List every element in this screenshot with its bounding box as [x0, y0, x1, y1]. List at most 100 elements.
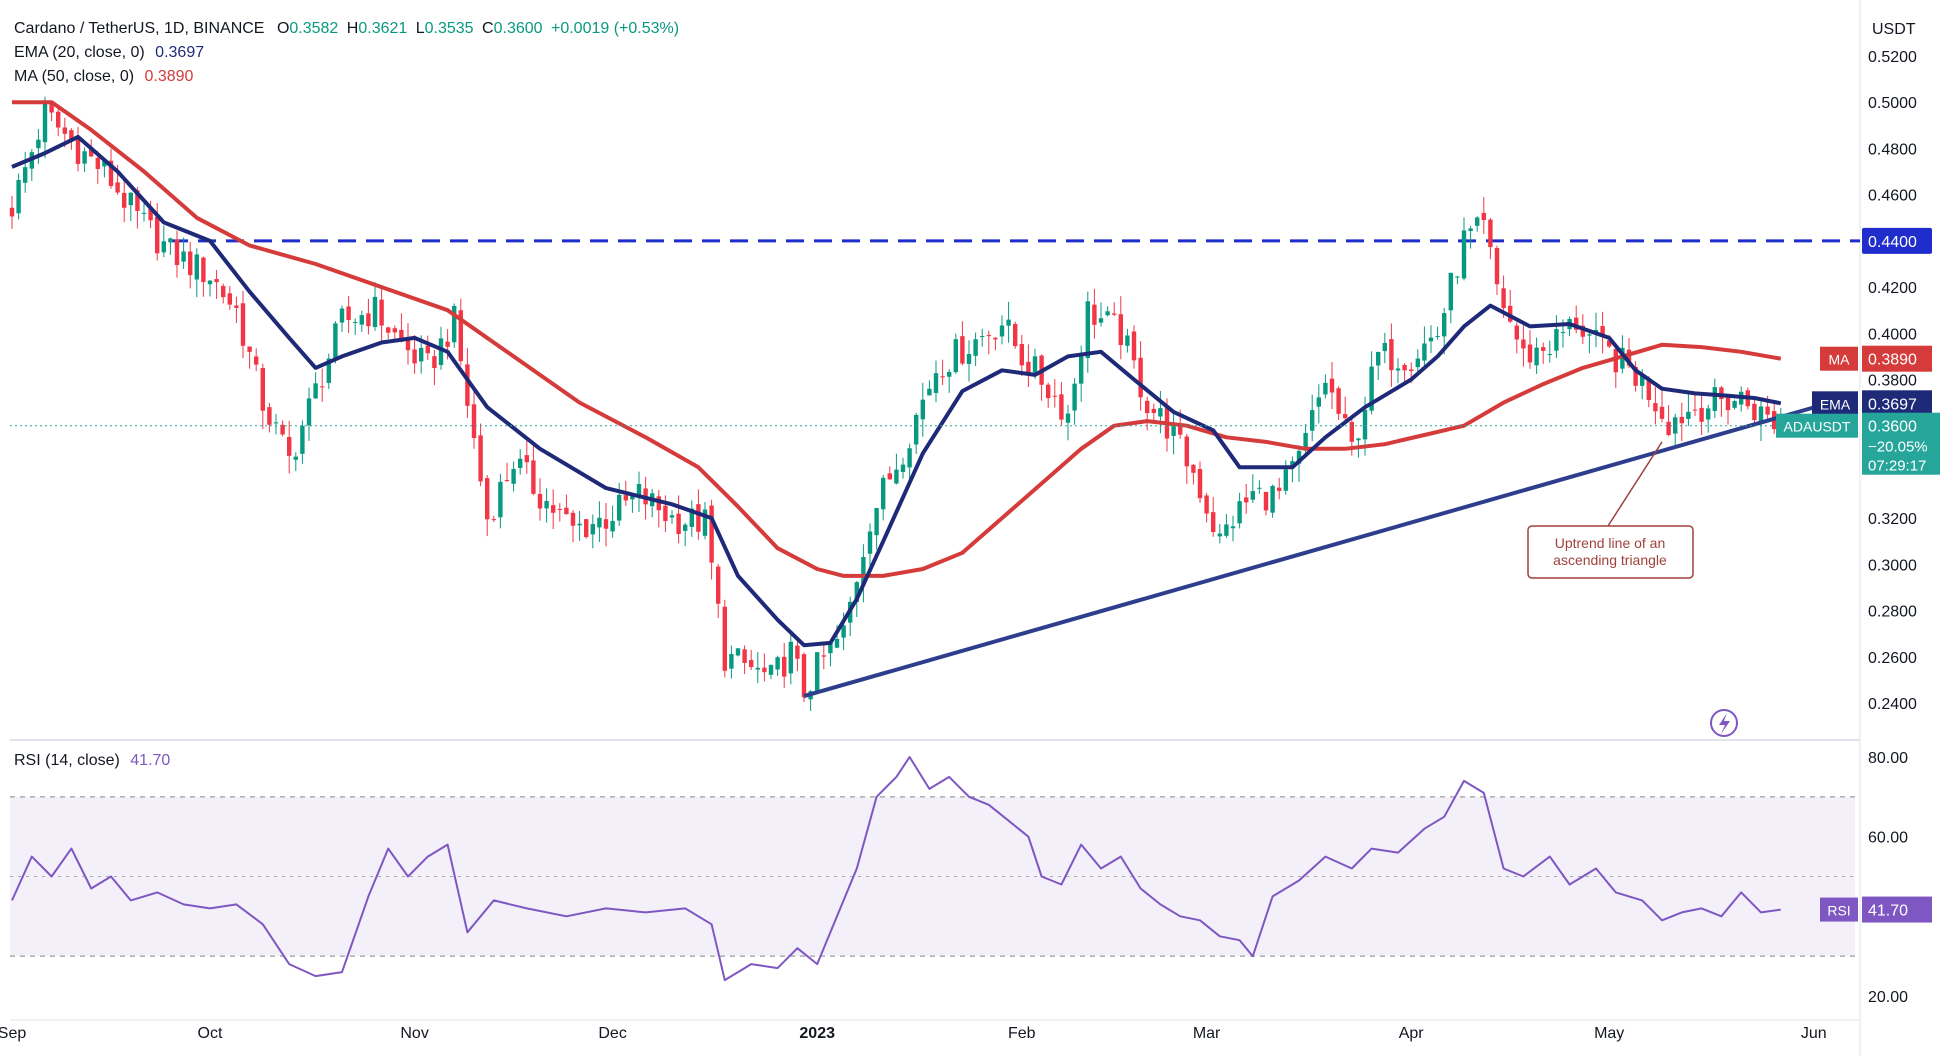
candle-body	[1184, 436, 1189, 467]
candle-body	[1237, 501, 1242, 524]
candle-body	[610, 520, 615, 532]
candle-body	[570, 512, 576, 526]
candle-body	[267, 407, 272, 425]
candle-body	[1277, 487, 1282, 491]
candle-body	[148, 208, 153, 221]
candle-body	[986, 335, 991, 337]
candle-body	[742, 649, 747, 663]
annotation-text: Uptrend line of an	[1555, 535, 1666, 551]
candle-body	[1580, 325, 1585, 337]
candle-body	[188, 251, 193, 276]
candle-body	[168, 238, 173, 243]
candle-body	[412, 349, 417, 364]
candle-body	[531, 460, 536, 494]
candle-body	[161, 241, 166, 253]
candle-body	[1547, 354, 1552, 356]
high-value: 0.3621	[358, 20, 408, 37]
last-change-label: −20.05%	[1868, 439, 1928, 456]
candle-body	[181, 251, 186, 262]
lightning-bolt-icon[interactable]	[1710, 709, 1738, 737]
candle-body	[590, 524, 595, 535]
candle-body	[1752, 403, 1757, 421]
price-axis-tick-label: 0.3200	[1868, 511, 1917, 528]
candle-body	[544, 500, 549, 509]
candle-body	[23, 167, 28, 183]
candle-body	[999, 325, 1005, 337]
candle-body	[1369, 366, 1374, 411]
price-axis-tick-label: 0.2800	[1868, 604, 1917, 621]
candle-body	[353, 321, 358, 323]
price-axis-tick-label: 0.5200	[1868, 49, 1917, 66]
candle-body	[735, 648, 741, 656]
candle-body	[1349, 421, 1354, 442]
candle-body	[696, 504, 701, 532]
candle-body	[1613, 348, 1618, 373]
candle-body	[313, 383, 318, 399]
candle-body	[1336, 388, 1341, 414]
time-axis-tick-label: 2023	[799, 1025, 835, 1042]
candle-body	[1574, 317, 1579, 330]
candle-body	[1211, 512, 1216, 533]
candle-body	[623, 495, 628, 501]
ma-price-tag-label: 0.3890	[1868, 352, 1917, 369]
candle-body	[1376, 352, 1381, 366]
candle-body	[379, 299, 384, 326]
candle-body	[1686, 411, 1691, 420]
candle-body	[227, 293, 232, 305]
ma-legend[interactable]: MA (50, close, 0) 0.3890	[14, 68, 193, 86]
candle-body	[1296, 450, 1302, 464]
candle-body	[62, 127, 67, 134]
candle-body	[755, 667, 760, 670]
rsi-line	[11, 756, 1781, 982]
price-axis-tick-label: 0.2600	[1868, 650, 1917, 667]
ema-legend-value: 0.3697	[155, 44, 205, 61]
ema-legend[interactable]: EMA (20, close, 0) 0.3697	[14, 44, 204, 62]
rsi-tag-label: RSI	[1827, 903, 1850, 919]
candle-body	[762, 667, 767, 673]
candle-body	[597, 517, 602, 528]
candle-body	[1607, 340, 1612, 347]
candle-body	[1587, 334, 1592, 336]
candle-body	[1323, 382, 1328, 395]
candle-body	[201, 257, 206, 283]
candle-body	[1244, 497, 1249, 503]
ema-price-tag-label: 0.3697	[1868, 396, 1917, 413]
candle-body	[630, 494, 635, 500]
candle-body	[867, 531, 873, 554]
candle-body	[82, 151, 87, 164]
candle-body	[669, 515, 675, 518]
ohlc-legend: Cardano / TetherUS, 1D, BINANCE O0.3582 …	[14, 20, 679, 38]
candle-body	[386, 327, 391, 333]
candle-body	[425, 345, 430, 354]
candle-body	[1098, 318, 1104, 323]
candle-body	[254, 356, 259, 365]
ema-tag-label: EMA	[1820, 396, 1851, 412]
candle-body	[1290, 461, 1295, 466]
price-axis-tick-label: 0.3000	[1868, 557, 1917, 574]
candle-body	[1626, 349, 1632, 366]
candle-body	[1316, 397, 1321, 407]
candle-body	[584, 519, 589, 538]
candle-body	[491, 519, 496, 521]
candle-body	[372, 296, 378, 328]
candle-body	[511, 468, 516, 484]
candle-body	[95, 157, 100, 169]
candle-body	[564, 507, 569, 515]
candle-body	[834, 638, 840, 648]
candle-body	[1204, 495, 1209, 514]
candle-body	[419, 347, 424, 362]
candle-body	[306, 398, 312, 426]
last-price-tag	[1862, 412, 1940, 475]
uptrend-line	[803, 396, 1848, 698]
candle-body	[240, 303, 246, 346]
candle-body	[1706, 408, 1711, 420]
rsi-axis-tick-label: 80.00	[1868, 750, 1908, 767]
rsi-legend[interactable]: RSI (14, close) 41.70	[14, 752, 170, 770]
open-value: 0.3582	[289, 20, 339, 37]
candle-body	[881, 477, 886, 510]
candle-body	[1402, 364, 1407, 371]
candle-body	[894, 469, 899, 484]
candle-body	[1455, 276, 1460, 278]
